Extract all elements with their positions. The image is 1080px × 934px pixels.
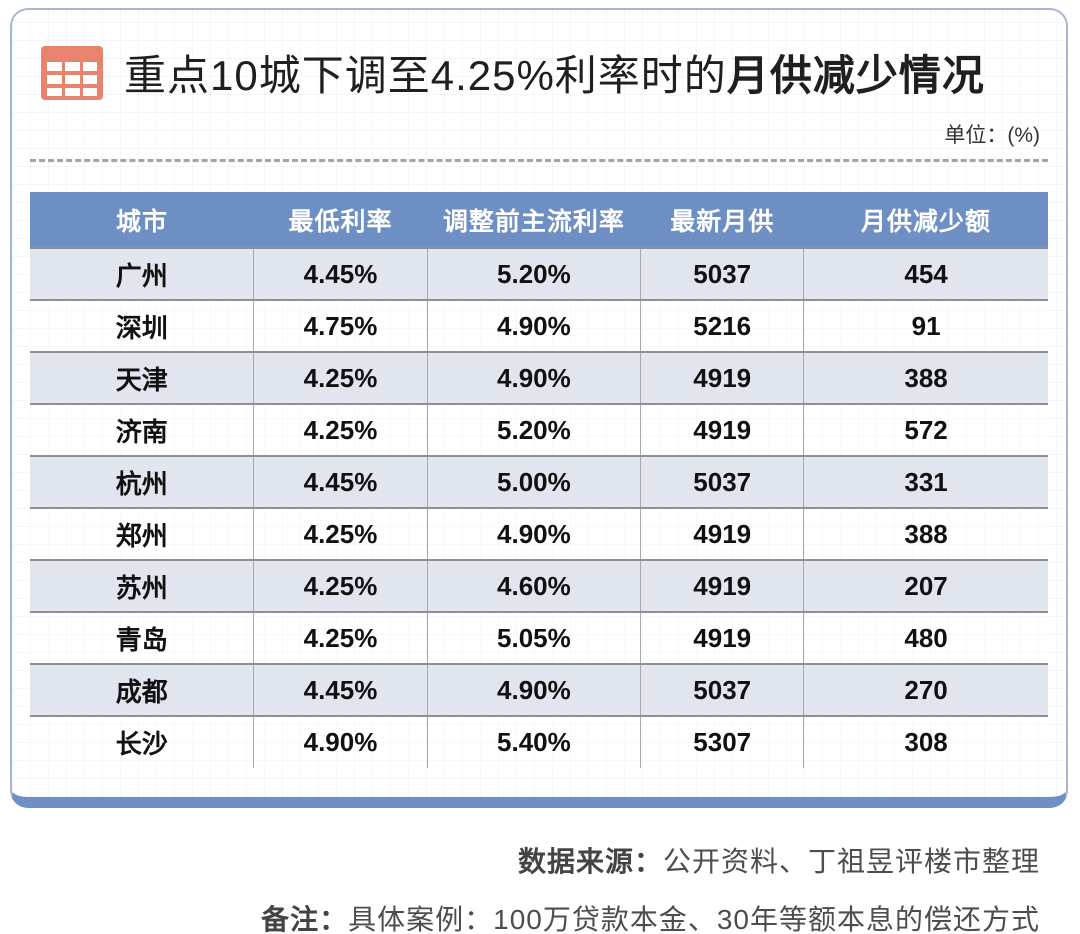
table-cell: 4919 bbox=[640, 403, 804, 456]
table-cell: 4.45% bbox=[253, 663, 427, 716]
table-cell: 207 bbox=[803, 559, 1048, 612]
table-grid-icon bbox=[41, 45, 103, 100]
table-cell: 4.25% bbox=[253, 351, 427, 404]
title-row: 重点10城下调至4.25%利率时的月供减少情况 bbox=[12, 10, 1066, 103]
table-cell: 苏州 bbox=[30, 559, 254, 612]
table-header: 城市 最低利率 调整前主流利率 最新月供 月供减少额 bbox=[30, 192, 1048, 248]
table-cell: 4.25% bbox=[253, 611, 427, 664]
table-row: 深圳 4.75% 4.90% 5216 91 bbox=[30, 299, 1048, 352]
table-row: 青岛 4.25% 5.05% 4919 480 bbox=[30, 611, 1048, 664]
column-header-new-payment: 最新月供 bbox=[640, 192, 804, 248]
table-cell: 5.40% bbox=[426, 715, 641, 768]
table-cell: 4.60% bbox=[426, 559, 641, 612]
table-cell: 4.90% bbox=[426, 507, 641, 560]
note-text: 具体案例：100万贷款本金、30年等额本息的偿还方式 bbox=[348, 904, 1040, 934]
table-row: 天津 4.25% 4.90% 4919 388 bbox=[30, 351, 1048, 404]
title-bold-part: 月供减少情况 bbox=[726, 52, 985, 99]
table-body: 广州 4.45% 5.20% 5037 454 深圳 4.75% 4.90% 5216 91 天津 4… bbox=[30, 247, 1048, 768]
infographic-card: 重点10城下调至4.25%利率时的月供减少情况 单位：(%) 城市 最低利率 调… bbox=[10, 8, 1068, 808]
table-cell: 4.45% bbox=[253, 455, 427, 508]
table-cell: 572 bbox=[803, 403, 1048, 456]
table-cell: 4.25% bbox=[253, 559, 427, 612]
table-cell: 4.45% bbox=[253, 247, 427, 300]
table-cell: 5.20% bbox=[426, 247, 641, 300]
table-cell: 4.90% bbox=[426, 351, 641, 404]
table-cell: 5037 bbox=[640, 247, 804, 300]
table-cell: 4919 bbox=[640, 351, 804, 404]
table-row: 成都 4.45% 4.90% 5037 270 bbox=[30, 663, 1048, 716]
table-cell: 4919 bbox=[640, 507, 804, 560]
table-cell: 5037 bbox=[640, 455, 804, 508]
rate-table: 城市 最低利率 调整前主流利率 最新月供 月供减少额 广州 4.45% 5.20% 5… bbox=[30, 192, 1048, 768]
table-cell: 4.90% bbox=[426, 299, 641, 352]
table-row: 郑州 4.25% 4.90% 4919 388 bbox=[30, 507, 1048, 560]
table-cell: 4919 bbox=[640, 559, 804, 612]
table-cell: 388 bbox=[803, 507, 1048, 560]
table-cell: 5216 bbox=[640, 299, 804, 352]
table-cell: 5037 bbox=[640, 663, 804, 716]
table-cell: 广州 bbox=[30, 247, 254, 300]
column-header-city: 城市 bbox=[30, 192, 254, 248]
table-cell: 5.05% bbox=[426, 611, 641, 664]
table-cell: 4.90% bbox=[253, 715, 427, 768]
table-cell: 91 bbox=[803, 299, 1048, 352]
column-header-reduction: 月供减少额 bbox=[803, 192, 1048, 248]
table-cell: 郑州 bbox=[30, 507, 254, 560]
dashed-separator bbox=[30, 159, 1048, 162]
table-cell: 5.00% bbox=[426, 455, 641, 508]
data-source-line: 数据来源：公开资料、丁祖昱评楼市整理 bbox=[0, 840, 1040, 880]
table-cell: 4.25% bbox=[253, 403, 427, 456]
table-cell: 308 bbox=[803, 715, 1048, 768]
data-source-label: 数据来源： bbox=[517, 846, 663, 877]
table-cell: 4919 bbox=[640, 611, 804, 664]
unit-label: 单位：(%) bbox=[944, 124, 1040, 147]
title-regular-part: 重点10城下调至4.25%利率时的 bbox=[124, 52, 727, 99]
table-cell: 5.20% bbox=[426, 403, 641, 456]
table-cell: 长沙 bbox=[30, 715, 254, 768]
table-cell: 4.90% bbox=[426, 663, 641, 716]
note-label: 备注： bbox=[261, 904, 349, 934]
table-row: 杭州 4.45% 5.00% 5037 331 bbox=[30, 455, 1048, 508]
table-cell: 天津 bbox=[30, 351, 254, 404]
table-cell: 5307 bbox=[640, 715, 804, 768]
note-line: 备注：具体案例：100万贷款本金、30年等额本息的偿还方式 bbox=[0, 898, 1040, 934]
table-row: 广州 4.45% 5.20% 5037 454 bbox=[30, 247, 1048, 300]
table-cell: 济南 bbox=[30, 403, 254, 456]
table-cell: 成都 bbox=[30, 663, 254, 716]
table-cell: 青岛 bbox=[30, 611, 254, 664]
table-cell: 480 bbox=[803, 611, 1048, 664]
page-title: 重点10城下调至4.25%利率时的月供减少情况 bbox=[124, 42, 985, 103]
table-row: 苏州 4.25% 4.60% 4919 207 bbox=[30, 559, 1048, 612]
column-header-lowest-rate: 最低利率 bbox=[253, 192, 427, 248]
table-cell: 454 bbox=[803, 247, 1048, 300]
table-row: 长沙 4.90% 5.40% 5307 308 bbox=[30, 715, 1048, 768]
table-cell: 388 bbox=[803, 351, 1048, 404]
table-cell: 331 bbox=[803, 455, 1048, 508]
table-cell: 4.75% bbox=[253, 299, 427, 352]
table-header-row: 城市 最低利率 调整前主流利率 最新月供 月供减少额 bbox=[30, 192, 1048, 248]
column-header-prev-rate: 调整前主流利率 bbox=[427, 192, 641, 248]
table-cell: 杭州 bbox=[30, 455, 254, 508]
table-row: 济南 4.25% 5.20% 4919 572 bbox=[30, 403, 1048, 456]
table-cell: 4.25% bbox=[253, 507, 427, 560]
table-cell: 270 bbox=[803, 663, 1048, 716]
table-cell: 深圳 bbox=[30, 299, 254, 352]
data-source-text: 公开资料、丁祖昱评楼市整理 bbox=[662, 846, 1040, 877]
footer: 数据来源：公开资料、丁祖昱评楼市整理 备注：具体案例：100万贷款本金、30年等… bbox=[0, 822, 1080, 934]
